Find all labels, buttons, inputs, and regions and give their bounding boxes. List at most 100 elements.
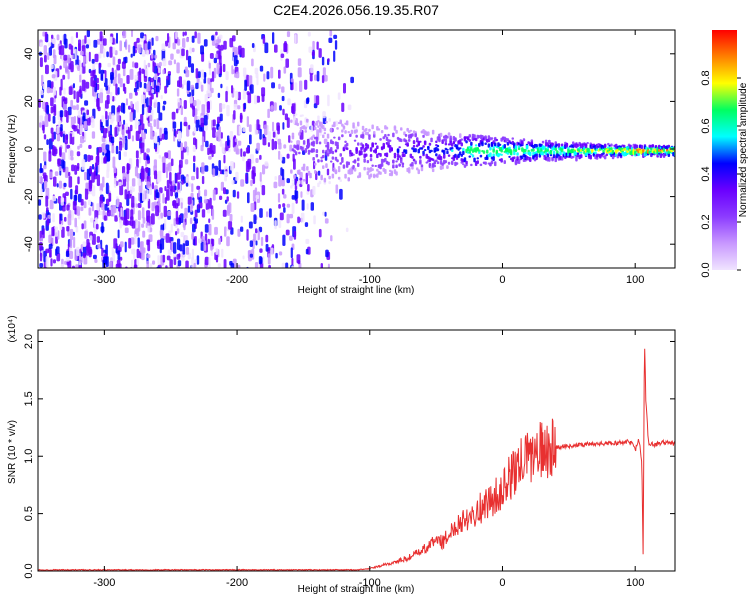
spectrogram-cell (190, 84, 195, 90)
spectrogram-cell (132, 45, 136, 57)
spectrogram-cell (462, 163, 465, 166)
spectrogram-cell (291, 257, 294, 267)
spectrogram-cell (393, 155, 397, 159)
spectrogram-cell (341, 158, 344, 163)
spectrogram-cell (244, 79, 247, 91)
spectrogram-cell (90, 217, 94, 223)
spectrogram-cell (176, 108, 179, 114)
spectrogram-cell (468, 134, 471, 138)
spectrogram-cell (345, 147, 349, 151)
spectrogram-cell (602, 149, 605, 154)
spectrogram-cell (218, 237, 221, 245)
spectrogram-cell (315, 139, 319, 145)
spectrogram-cell (164, 219, 167, 230)
spectrogram-cell (460, 154, 463, 157)
spectrogram-cell (151, 213, 155, 225)
spectrogram-cell (130, 237, 135, 245)
spectrogram-cell (112, 156, 116, 169)
spectrogram-cell (565, 142, 569, 148)
spectrogram-cell (291, 135, 295, 140)
spectrogram-cell (310, 125, 314, 132)
spectrogram-cell (139, 136, 143, 142)
spectrogram-cell (64, 141, 67, 153)
spectrogram-cell (201, 162, 205, 175)
spectrogram-cell (229, 131, 234, 140)
spectrogram-cell (76, 206, 80, 216)
spectrogram-cell (473, 134, 476, 139)
spectrogram-cell (336, 159, 339, 163)
spectrogram-cell (47, 42, 52, 47)
spectrogram-cell (368, 135, 371, 140)
spectrogram-cell (514, 149, 518, 152)
spectrogram-cell (70, 188, 73, 200)
spectrogram-cell (134, 91, 138, 96)
spectrogram-cell (218, 34, 223, 39)
spectrogram-cell (63, 182, 67, 188)
spectrogram-cell (392, 164, 395, 169)
spectrogram-cell (158, 112, 163, 121)
spectrogram-cell (242, 255, 245, 260)
spectrogram-cell (444, 160, 448, 164)
spectrogram-cell (153, 159, 157, 168)
spectrogram-cell (395, 129, 398, 134)
spectrogram-cell (187, 196, 192, 205)
spectrogram-cell (409, 129, 413, 132)
spectrogram-cell (317, 120, 320, 123)
spectrogram-cell (167, 33, 170, 43)
spectrogram-cell (98, 146, 102, 153)
spectrogram-cell (240, 179, 245, 187)
spectrogram-cell (314, 74, 318, 81)
spectrogram-cell (132, 61, 135, 68)
spectrogram-cell (96, 236, 100, 243)
spectrogram-cell (326, 168, 330, 176)
spectrogram-cell (134, 102, 138, 111)
spectrogram-cell (530, 141, 534, 145)
spectrogram-cell (156, 85, 160, 93)
spectrogram-cell (233, 103, 238, 110)
spectrogram-cell (43, 165, 47, 170)
spectrogram-cell (138, 70, 142, 83)
spectrogram-cell (49, 252, 52, 258)
spectrogram-cell (196, 185, 201, 190)
spectrogram-cell (298, 151, 301, 155)
spectrogram-cell (55, 248, 58, 256)
spectrogram-cell (163, 100, 167, 105)
spectrogram-cell (347, 177, 350, 182)
spectrogram-cell (109, 124, 112, 136)
spectrogram-cell (326, 153, 330, 157)
spectrogram-cell (91, 118, 95, 128)
spectrogram-cell (233, 47, 238, 58)
spectrogram-cell (71, 54, 74, 59)
spectrogram-cell (44, 31, 48, 43)
spectrogram-cell (122, 129, 125, 138)
spectrogram-cell (306, 118, 309, 123)
spectrogram-cell (369, 154, 373, 158)
spectrogram-cell (282, 108, 285, 116)
spectrogram-cell (185, 176, 189, 182)
spectrogram-cell (250, 179, 253, 187)
spectrogram-cell (92, 69, 96, 79)
spectrogram-cell (293, 116, 296, 121)
spectrogram-cell (408, 167, 411, 172)
spectrogram-cell (252, 189, 256, 202)
spectrogram-cell (43, 172, 47, 179)
spectrogram-cell (446, 165, 449, 169)
spectrogram-cell (516, 152, 519, 156)
spectrogram-cell (194, 236, 197, 246)
spectrogram-cell (200, 45, 204, 55)
spectrogram-cell (84, 100, 89, 106)
spectrogram-cell (366, 131, 370, 136)
spectrogram-cell (137, 203, 142, 208)
spectrogram-cell (337, 92, 341, 100)
spectrogram-cell (173, 242, 177, 254)
spectrogram-cell (181, 48, 185, 57)
spectrogram-x-axis: -300 -200 -100 0 100 (93, 30, 644, 286)
spectrogram-cell (42, 228, 45, 239)
spectrogram-cell (243, 102, 247, 110)
spectrogram-cell (350, 76, 354, 84)
spectrogram-cell (306, 203, 309, 210)
spectrogram-cell (294, 113, 298, 116)
spectrogram-cell (131, 259, 134, 268)
spectrogram-cell (47, 214, 51, 220)
spectrogram-cell (175, 174, 178, 183)
